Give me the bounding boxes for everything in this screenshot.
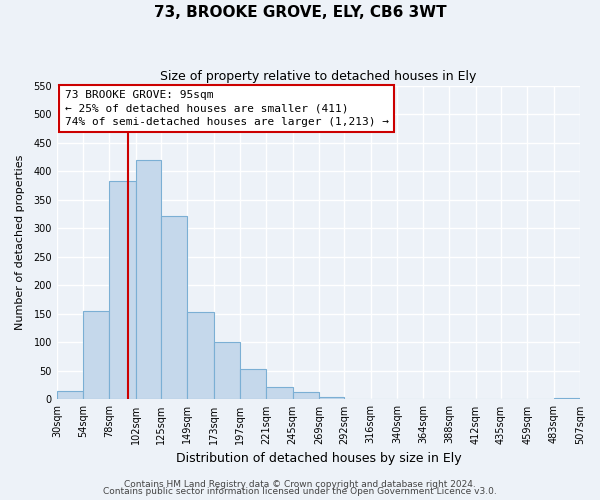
Bar <box>83 311 109 400</box>
Bar <box>57 391 83 400</box>
Text: 73 BROOKE GROVE: 95sqm
← 25% of detached houses are smaller (411)
74% of semi-de: 73 BROOKE GROVE: 95sqm ← 25% of detached… <box>65 90 389 126</box>
Bar <box>161 216 187 400</box>
Text: Contains HM Land Registry data © Crown copyright and database right 2024.: Contains HM Land Registry data © Crown c… <box>124 480 476 489</box>
Bar <box>293 392 319 400</box>
Y-axis label: Number of detached properties: Number of detached properties <box>15 155 25 330</box>
Title: Size of property relative to detached houses in Ely: Size of property relative to detached ho… <box>160 70 476 83</box>
Text: Contains public sector information licensed under the Open Government Licence v3: Contains public sector information licen… <box>103 488 497 496</box>
Bar <box>109 181 136 400</box>
Bar <box>214 342 240 400</box>
Bar <box>449 399 476 400</box>
Bar <box>266 387 293 400</box>
Bar <box>187 312 214 400</box>
Bar <box>319 397 344 400</box>
Bar <box>240 368 266 400</box>
Bar <box>371 399 397 400</box>
Bar <box>554 398 580 400</box>
Bar <box>136 160 161 400</box>
X-axis label: Distribution of detached houses by size in Ely: Distribution of detached houses by size … <box>176 452 461 465</box>
Text: 73, BROOKE GROVE, ELY, CB6 3WT: 73, BROOKE GROVE, ELY, CB6 3WT <box>154 5 446 20</box>
Bar <box>344 399 371 400</box>
